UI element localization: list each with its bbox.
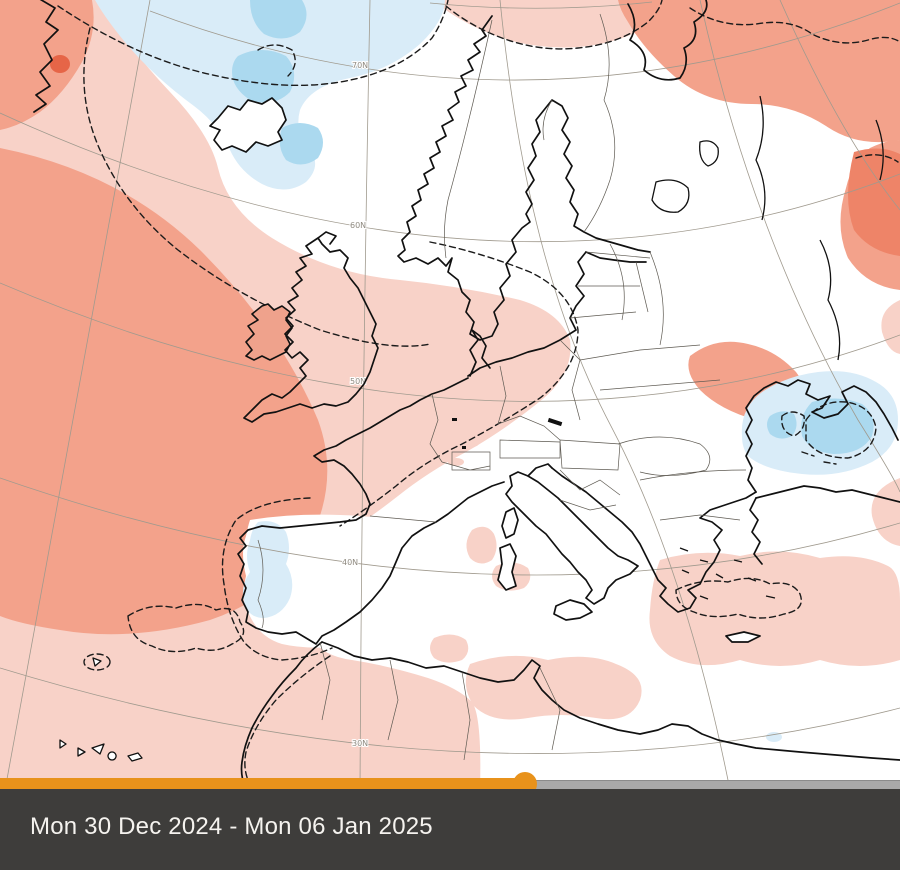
graticule-layer bbox=[0, 0, 900, 790]
grid-label-30n: 30N bbox=[352, 739, 368, 748]
island-lake-details-layer bbox=[59, 95, 884, 762]
cool-anomaly-medium-layer bbox=[232, 0, 874, 454]
warm-anomaly-strong-layer bbox=[50, 55, 900, 256]
grid-label-40n: 40N bbox=[342, 558, 358, 567]
date-range-label: Mon 30 Dec 2024 - Mon 06 Jan 2025 bbox=[30, 813, 433, 840]
ireland-landmass bbox=[245, 303, 293, 361]
grid-label-70n: 70N bbox=[352, 61, 368, 70]
grid-label-60n: 60N bbox=[350, 221, 366, 230]
anomaly-map: 70N 60N 50N 40N 30N bbox=[0, 0, 900, 790]
status-bar: Mon 30 Dec 2024 - Mon 06 Jan 2025 bbox=[0, 789, 900, 870]
iberia-neutral-area bbox=[243, 514, 463, 648]
country-borders-layer bbox=[257, 13, 747, 761]
alps-detail-dots bbox=[452, 417, 563, 449]
graticule-labels: 70N 60N 50N 40N 30N bbox=[341, 60, 369, 749]
slider-track-filled[interactable] bbox=[0, 778, 525, 789]
warm-anomaly-medium-layer bbox=[0, 0, 900, 635]
grid-label-50n: 50N bbox=[350, 377, 366, 386]
